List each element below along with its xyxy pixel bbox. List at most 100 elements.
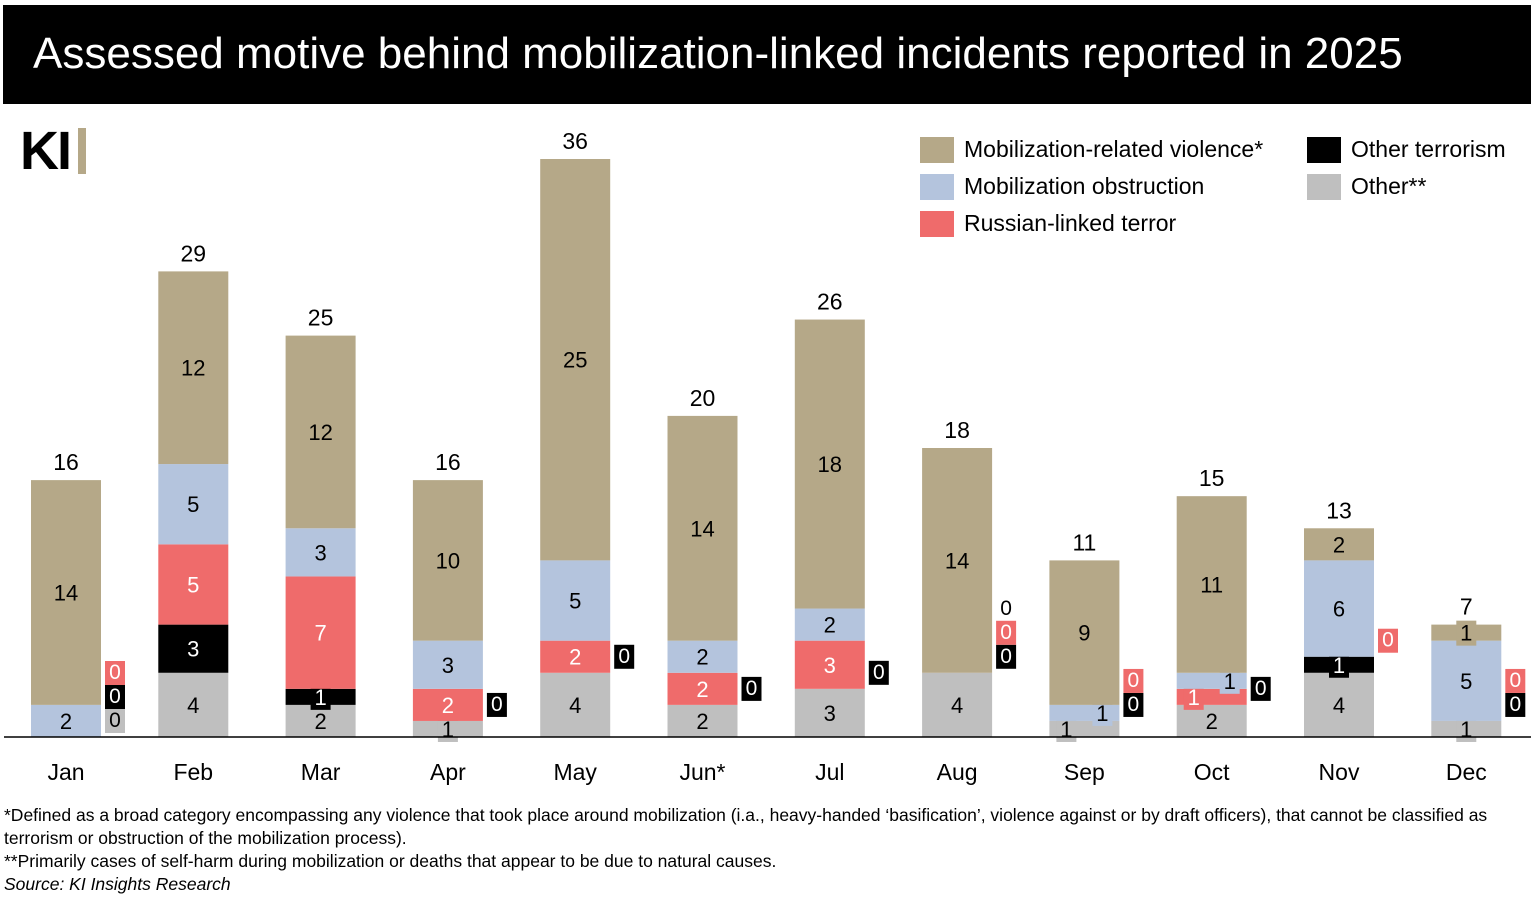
zero-value-label: 0: [491, 693, 503, 716]
x-tick-label: Aug: [937, 759, 978, 785]
zero-label-box: [996, 644, 1017, 669]
bar-total-label: 15: [1199, 465, 1225, 491]
zero-label-box: [614, 644, 635, 669]
segment-label-box: [1456, 716, 1477, 742]
zero-label-box: [1250, 676, 1271, 701]
bar-segment: [1431, 640, 1502, 721]
segment-value-label: 14: [945, 548, 969, 573]
zero-value-label: 0: [1000, 645, 1012, 668]
x-tick-label: Apr: [430, 759, 466, 785]
title-bar: Assessed motive behind mobilization-link…: [3, 5, 1531, 104]
segment-value-label: 1: [1188, 685, 1200, 710]
bar-total-label: 26: [817, 289, 843, 315]
legend-label: Other**: [1351, 173, 1427, 199]
bar-total-label: 11: [1072, 529, 1096, 555]
segment-label-box: [1329, 652, 1349, 678]
bar-segment: [158, 672, 229, 737]
bar-segment: [794, 319, 865, 609]
bar-segment: [158, 624, 229, 673]
segment-value-label: 18: [818, 452, 842, 477]
bar-segment: [540, 672, 611, 737]
chart-title: Assessed motive behind mobilization-link…: [33, 29, 1403, 78]
segment-value-label: 6: [1333, 597, 1345, 622]
bar-total-label: 18: [944, 417, 970, 443]
bar-total-label: 16: [53, 449, 79, 475]
segment-value-label: 2: [314, 709, 326, 734]
ki-logo: KI: [20, 124, 86, 178]
legend-swatch: [1307, 136, 1341, 163]
segment-value-label: 1: [1460, 621, 1472, 646]
segment-value-label: 2: [1206, 709, 1218, 734]
segment-value-label: 2: [696, 645, 708, 670]
zero-value-label: 0: [1509, 693, 1521, 716]
bar-segment: [922, 448, 993, 673]
legend-swatch: [920, 173, 954, 200]
bar-segment: [412, 688, 483, 721]
segment-value-label: 2: [696, 677, 708, 702]
bar-segment: [1304, 672, 1374, 737]
bar-segment: [285, 335, 356, 529]
segment-value-label: 2: [442, 693, 454, 718]
legend-swatch: [920, 136, 954, 163]
bar-segment: [794, 608, 865, 641]
segment-value-label: 3: [442, 653, 454, 678]
bar-segment: [285, 528, 356, 577]
bar-total-label: 25: [308, 305, 334, 331]
logo-accent-bar: [78, 128, 86, 174]
zero-value-label: 0: [1128, 693, 1140, 716]
segment-value-label: 5: [187, 572, 199, 597]
x-tick-label: Sep: [1064, 759, 1105, 785]
zero-value-label: 0: [109, 709, 121, 732]
segment-value-label: 12: [308, 420, 332, 445]
zero-label-box: [868, 660, 889, 685]
segment-label-box: [310, 684, 331, 710]
segment-value-label: 25: [563, 348, 587, 373]
legend-item-other-terrorism: Other terrorism: [1307, 136, 1506, 163]
segment-value-label: 9: [1078, 621, 1090, 646]
segment-value-label: 2: [1333, 532, 1345, 557]
x-tick-label: Mar: [301, 759, 341, 785]
segment-value-label: 12: [181, 356, 205, 381]
zero-label-box: [741, 676, 762, 701]
legend-item-other: Other**: [1307, 173, 1426, 200]
segment-value-label: 4: [951, 693, 963, 718]
segment-value-label: 1: [1096, 701, 1108, 726]
zero-label-box: [105, 685, 125, 709]
segment-label-box: [1056, 716, 1077, 742]
bar-segment: [412, 640, 483, 689]
segment-value-label: 4: [569, 693, 581, 718]
bar-segment: [1176, 704, 1247, 737]
zero-label-box: [105, 709, 125, 733]
legend-label: Mobilization-related violence*: [964, 136, 1264, 162]
x-tick-label: Jun*: [679, 759, 725, 785]
segment-value-label: 10: [436, 548, 460, 573]
zero-value-label: 0: [746, 677, 758, 700]
segment-value-label: 1: [314, 685, 326, 710]
bar-segment: [1304, 528, 1374, 561]
footnotes: *Defined as a broad category encompassin…: [4, 804, 1534, 896]
segment-value-label: 5: [1460, 669, 1472, 694]
segment-value-label: 14: [54, 581, 78, 606]
footnote-2: **Primarily cases of self-harm during mo…: [4, 851, 777, 871]
segment-value-label: 2: [824, 613, 836, 638]
bar-segment: [667, 640, 738, 673]
legend-swatch: [1307, 173, 1341, 200]
bar-segment: [667, 704, 738, 737]
legend-item-violence: Mobilization-related violence*: [920, 136, 1263, 163]
footnote-1: *Defined as a broad category encompassin…: [4, 805, 1488, 848]
zero-label-box: [105, 661, 125, 685]
segment-value-label: 3: [187, 637, 199, 662]
x-tick-label: Feb: [173, 759, 213, 785]
zero-value-label: 0: [109, 685, 121, 708]
bar-total-label: 36: [562, 128, 588, 154]
x-tick-label: Jan: [47, 759, 84, 785]
bar-segment: [540, 159, 611, 561]
bar-segment: [285, 704, 356, 737]
zero-label-box: [1123, 692, 1144, 717]
bar-segment: [667, 672, 738, 705]
zero-value-label: 0: [1382, 629, 1394, 652]
legend-item-obstruction: Mobilization obstruction: [920, 173, 1204, 200]
segment-value-label: 3: [824, 653, 836, 678]
segment-value-label: 5: [569, 589, 581, 614]
